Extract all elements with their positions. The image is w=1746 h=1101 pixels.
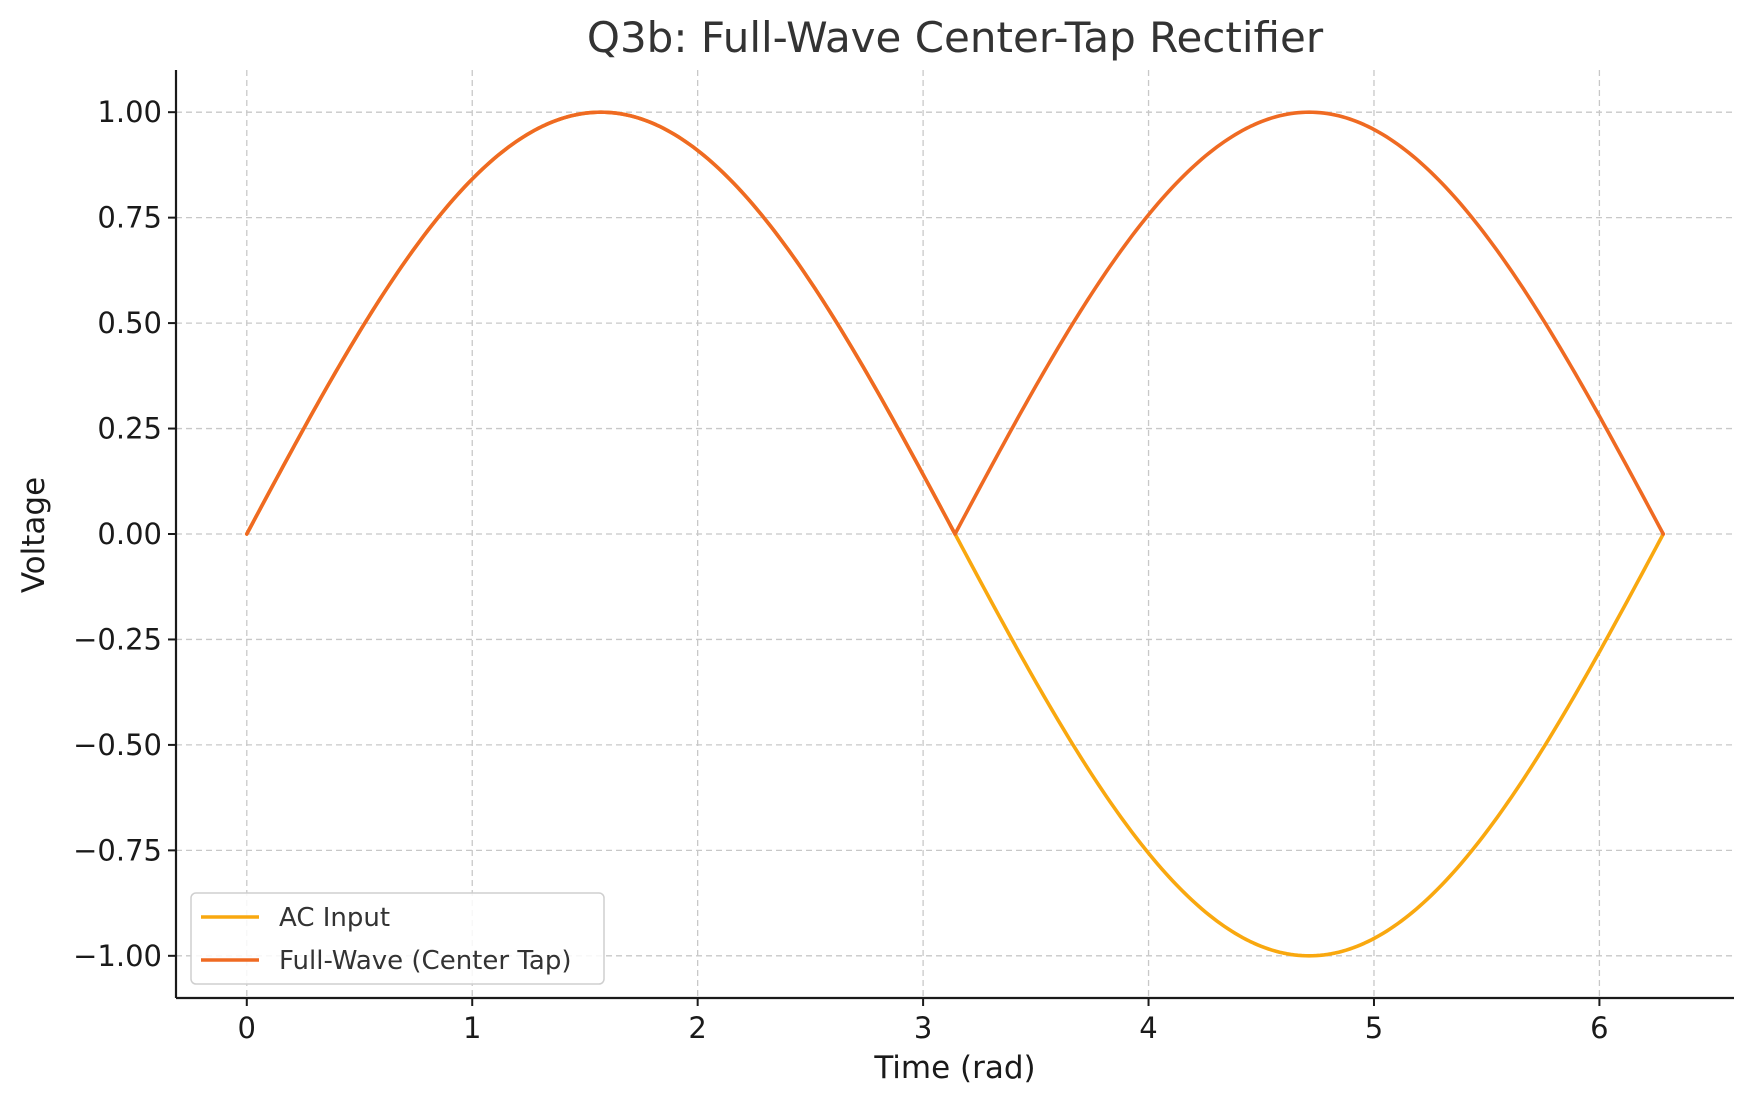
y-tick-label: −0.75 bbox=[73, 833, 162, 867]
series-line-full-wave bbox=[244, 110, 1666, 536]
x-axis-label: Time (rad) bbox=[873, 1050, 1035, 1086]
y-tick-label: −0.25 bbox=[73, 622, 162, 656]
y-axis-label: Voltage bbox=[16, 477, 52, 593]
chart-title: Q3b: Full-Wave Center-Tap Rectifier bbox=[587, 13, 1324, 62]
x-tick-label: 2 bbox=[688, 1011, 706, 1045]
series-layer bbox=[244, 110, 1666, 958]
y-tick-label: 0.75 bbox=[97, 201, 162, 235]
grid-layer bbox=[176, 70, 1734, 998]
legend-label: AC Input bbox=[279, 903, 390, 933]
y-tick-label: 1.00 bbox=[97, 95, 162, 129]
legend: AC Input Full-Wave (Center Tap) bbox=[190, 892, 605, 985]
y-tick-label: 0.00 bbox=[97, 517, 162, 551]
y-tick-label: 0.25 bbox=[97, 412, 162, 446]
y-tick-label: −1.00 bbox=[73, 939, 162, 973]
y-tick-label: 0.50 bbox=[97, 306, 162, 340]
legend-box bbox=[190, 892, 605, 985]
y-tick-label: −0.50 bbox=[73, 728, 162, 762]
x-tick-label: 0 bbox=[238, 1011, 256, 1045]
x-tick-label: 1 bbox=[463, 1011, 481, 1045]
x-tick-label: 6 bbox=[1590, 1011, 1608, 1045]
x-tick-label: 3 bbox=[914, 1011, 932, 1045]
axes-layer: 0 1 2 3 4 5 6 1.00 0.75 0.50 0.25 0.00 −0.25 −0.50 −0.… bbox=[73, 70, 1734, 1045]
x-tick-label: 4 bbox=[1139, 1011, 1157, 1045]
x-tick-label: 5 bbox=[1365, 1011, 1383, 1045]
legend-label: Full-Wave (Center Tap) bbox=[279, 946, 572, 976]
